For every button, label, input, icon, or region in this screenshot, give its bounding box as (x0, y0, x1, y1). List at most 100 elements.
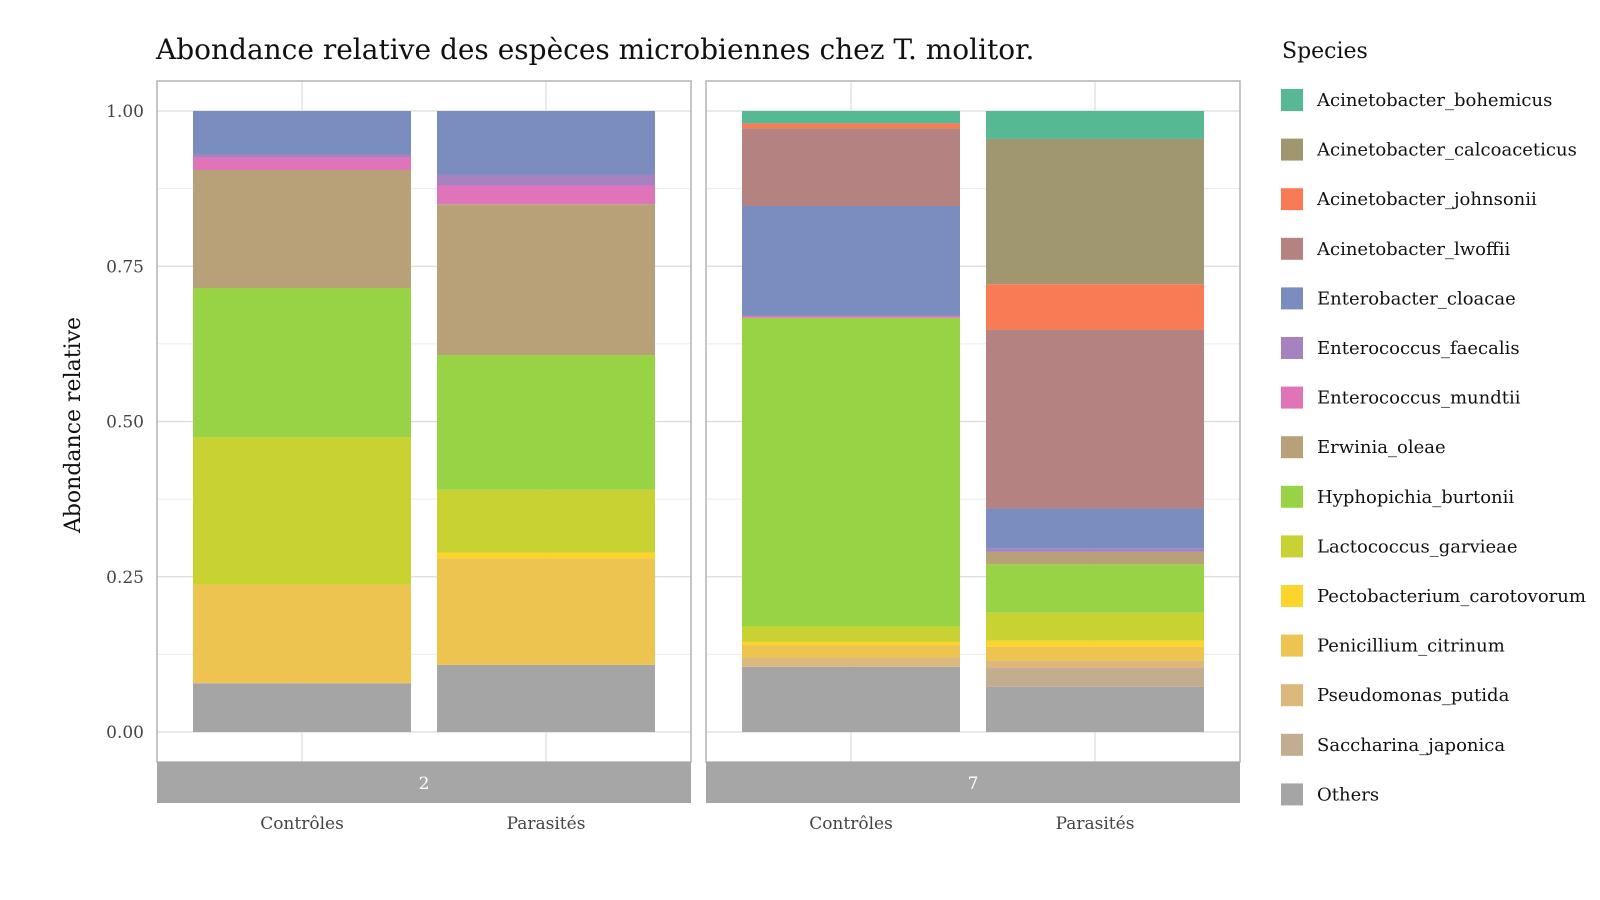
legend-item-enterobacter-cloacae: Enterobacter_cloacae (1281, 287, 1516, 310)
bar-segment-others (193, 683, 411, 732)
x-tick-label: Contrôles (260, 814, 344, 834)
bar-segment-penicillium-citrinum (193, 584, 411, 683)
legend-swatch (1281, 733, 1303, 756)
facet-panels: 2 Contrôles Parasités 7 Contrôles Parasités 0.… (106, 80, 1241, 834)
chart-title: Abondance relative des espèces microbien… (155, 33, 1034, 66)
bar-segment-acinetobacter-lwoffii (986, 329, 1204, 509)
bar-segment-lactococcus-garvieae (986, 612, 1204, 641)
x-tick-label: Contrôles (809, 814, 893, 834)
facet-strip-label: 7 (968, 774, 979, 794)
legend-swatch (1281, 634, 1303, 657)
bar-segment-penicillium-citrinum (437, 558, 655, 665)
legend-label: Enterococcus_mundtii (1317, 388, 1521, 409)
legend-swatch (1281, 684, 1303, 707)
legend-label: Acinetobacter_calcoaceticus (1316, 140, 1577, 161)
bar-segment-hyphopichia-burtonii (986, 564, 1204, 613)
facet-strip (157, 762, 691, 803)
legend-label: Pseudomonas_putida (1317, 685, 1510, 706)
bar-segment-acinetobacter-calcoaceticus (986, 138, 1204, 285)
legend-swatch (1281, 485, 1303, 508)
bar-segment-pseudomonas-putida (742, 657, 960, 667)
legend-label: Acinetobacter_lwoffii (1316, 239, 1511, 260)
legend-swatch (1281, 436, 1303, 459)
bar-segment-enterobacter-cloacae (193, 111, 411, 155)
bar-segment-acinetobacter-bohemicus (742, 111, 960, 124)
bar-7-contr-les (742, 111, 960, 732)
bar-segment-lactococcus-garvieae (742, 626, 960, 642)
legend-swatch (1281, 287, 1303, 310)
legend-swatch (1281, 783, 1303, 806)
bar-2-parasit-s (437, 111, 655, 732)
bar-segment-pseudomonas-putida (986, 660, 1204, 669)
bar-segment-pseudomonas-putida (193, 682, 411, 684)
legend-item-enterococcus-mundtii: Enterococcus_mundtii (1281, 386, 1521, 409)
bar-segment-enterococcus-mundtii (742, 315, 960, 318)
legend-item-erwinia-oleae: Erwinia_oleae (1281, 436, 1446, 459)
y-axis-label: Abondance relative (61, 317, 86, 534)
bar-segment-erwinia-oleae (437, 204, 655, 356)
bar-segment-others (986, 686, 1204, 732)
bar-segment-pectobacterium-carotovorum (986, 640, 1204, 647)
bar-segment-hyphopichia-burtonii (193, 287, 411, 438)
bar-segment-enterobacter-cloacae (437, 111, 655, 175)
bar-segment-enterococcus-faecalis (437, 174, 655, 186)
bar-segment-acinetobacter-johnsonii (986, 284, 1204, 330)
legend-label: Hyphopichia_burtonii (1317, 487, 1514, 508)
bar-segment-pectobacterium-carotovorum (742, 641, 960, 646)
legend-swatch (1281, 237, 1303, 260)
bar-segment-hyphopichia-burtonii (437, 355, 655, 490)
bar-segment-others (437, 664, 655, 732)
bar-segment-enterobacter-cloacae (986, 508, 1204, 549)
bar-7-parasit-s (986, 111, 1204, 732)
x-tick-label: Parasités (1056, 814, 1135, 834)
bar-segment-saccharina-japonica (986, 668, 1204, 687)
facet-panel-7: 7 Contrôles Parasités (705, 80, 1241, 834)
bar-segment-acinetobacter-lwoffii (742, 128, 960, 207)
bar-segment-enterobacter-cloacae (742, 206, 960, 316)
legend-label: Pectobacterium_carotovorum (1317, 586, 1586, 607)
bar-segment-erwinia-oleae (193, 169, 411, 288)
x-tick-label: Parasités (507, 814, 586, 834)
legend-label: Erwinia_oleae (1317, 437, 1446, 458)
legend-item-acinetobacter-lwoffii: Acinetobacter_lwoffii (1281, 237, 1511, 260)
bar-segment-lactococcus-garvieae (193, 437, 411, 585)
y-tick-label: 0.75 (106, 257, 144, 277)
legend-label: Acinetobacter_bohemicus (1316, 90, 1552, 111)
legend-item-others: Others (1281, 783, 1379, 806)
bar-segment-lactococcus-garvieae (437, 489, 655, 553)
legend-swatch (1281, 138, 1303, 161)
bar-segment-penicillium-citrinum (986, 646, 1204, 661)
legend-swatch (1281, 337, 1303, 359)
bar-2-contr-les (193, 111, 411, 732)
y-tick-label: 0.25 (106, 568, 144, 588)
legend-item-pectobacterium-carotovorum: Pectobacterium_carotovorum (1281, 585, 1586, 607)
legend-label: Enterococcus_faecalis (1317, 338, 1520, 359)
legend-item-saccharina-japonica: Saccharina_japonica (1281, 733, 1505, 756)
bar-segment-enterococcus-mundtii (193, 157, 411, 170)
y-tick-label: 1.00 (106, 102, 144, 122)
legend-swatch (1281, 386, 1303, 409)
legend-item-enterococcus-faecalis: Enterococcus_faecalis (1281, 337, 1520, 359)
y-tick-label: 0.50 (106, 413, 144, 433)
facet-strip-label: 2 (419, 774, 430, 794)
legend-swatch (1281, 188, 1303, 211)
legend-swatch (1281, 89, 1303, 111)
legend-item-acinetobacter-johnsonii: Acinetobacter_johnsonii (1281, 188, 1537, 211)
facet-strip (706, 762, 1240, 803)
bar-segment-pectobacterium-carotovorum (437, 552, 655, 559)
bar-segment-enterococcus-mundtii (437, 185, 655, 205)
legend-swatch (1281, 535, 1303, 558)
legend-label: Lactococcus_garvieae (1317, 536, 1518, 557)
legend-item-penicillium-citrinum: Penicillium_citrinum (1281, 634, 1505, 657)
legend-label: Others (1317, 784, 1379, 805)
y-tick-label: 0.00 (106, 723, 144, 743)
facet-panel-2: 2 Contrôles Parasités (156, 80, 692, 834)
bar-segment-enterococcus-faecalis (986, 548, 1204, 552)
legend-label: Acinetobacter_johnsonii (1316, 189, 1537, 210)
bar-segment-enterococcus-faecalis (193, 154, 411, 158)
legend-title: Species (1282, 39, 1368, 64)
legend-label: Saccharina_japonica (1317, 735, 1505, 756)
bar-segment-acinetobacter-bohemicus (986, 111, 1204, 139)
legend-item-pseudomonas-putida: Pseudomonas_putida (1281, 684, 1510, 707)
legend-item-hyphopichia-burtonii: Hyphopichia_burtonii (1281, 485, 1514, 508)
